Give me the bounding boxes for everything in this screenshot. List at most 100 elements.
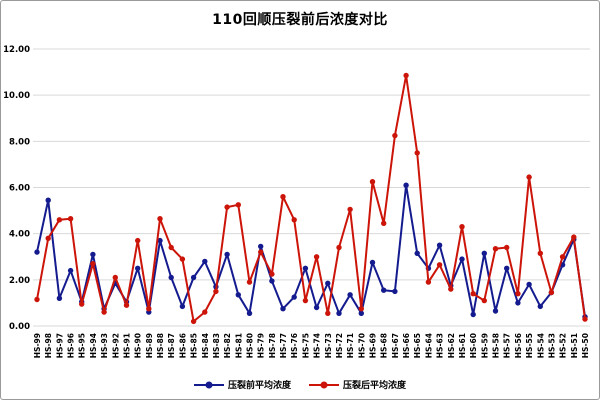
x-tick-label: HS-81 [234, 333, 243, 358]
data-point-after [280, 194, 286, 200]
data-point-after [559, 254, 566, 260]
x-tick-label: HS-60 [469, 333, 478, 358]
data-point-before [157, 237, 163, 244]
data-point-before [90, 251, 96, 258]
y-tick-label: 0.00 [9, 322, 30, 332]
x-tick-label: HS-59 [480, 333, 489, 358]
x-tick-label: HS-72 [335, 333, 344, 358]
data-point-after [582, 316, 588, 322]
data-point-after [67, 216, 74, 222]
data-point-after [481, 297, 487, 304]
data-point-after [235, 202, 241, 208]
x-tick-label: HS-95 [78, 333, 87, 358]
data-point-before [246, 310, 253, 316]
x-tick-label: HS-89 [145, 333, 154, 358]
data-point-after [269, 271, 275, 277]
x-tick-label: HS-96 [67, 333, 76, 358]
data-point-after [548, 289, 555, 296]
data-point-before [369, 259, 376, 266]
data-point-after [347, 206, 353, 213]
x-tick-label: HS-70 [357, 333, 366, 358]
y-tick-label: 12.00 [3, 45, 30, 55]
data-point-before [280, 306, 286, 312]
legend-label-after: 压裂后平均浓度 [343, 381, 407, 391]
series-line-after [36, 74, 586, 323]
data-point-after [112, 274, 119, 281]
data-point-after [425, 279, 432, 285]
data-point-after [436, 262, 443, 268]
x-tick-label: HS-69 [369, 333, 378, 358]
data-point-after [448, 286, 454, 292]
data-point-after [101, 309, 107, 315]
data-point-after [515, 291, 521, 297]
data-point-before [481, 250, 487, 256]
data-point-after [403, 72, 409, 79]
data-point-after [492, 246, 499, 252]
x-tick-label: HS-66 [402, 333, 411, 358]
data-point-after [90, 261, 96, 267]
data-point-before [258, 243, 264, 250]
x-tick-label: HS-85 [190, 333, 199, 358]
data-point-before [526, 281, 532, 288]
data-point-before [190, 274, 197, 281]
data-point-before [325, 280, 331, 286]
x-tick-label: HS-99 [33, 333, 42, 358]
x-tick-label: HS-91 [122, 333, 131, 358]
x-tick-label: HS-57 [503, 333, 512, 358]
data-point-after [45, 235, 51, 241]
x-tick-label: HS-79 [257, 333, 266, 358]
data-point-before [436, 242, 443, 248]
x-tick-label: HS-77 [279, 333, 288, 358]
x-tick-label: HS-58 [492, 333, 501, 358]
x-tick-label: HS-63 [436, 333, 445, 358]
x-tick-label: HS-67 [391, 333, 400, 358]
data-point-before [347, 292, 353, 298]
data-point-after [504, 244, 510, 251]
x-tick-label: HS-86 [178, 333, 187, 358]
data-point-after [179, 256, 186, 262]
x-tick-label: HS-65 [413, 333, 422, 358]
data-point-before [515, 300, 521, 306]
data-point-after [325, 310, 331, 316]
data-point-before [403, 182, 409, 188]
x-tick-label: HS-87 [167, 333, 176, 358]
data-point-after [291, 217, 297, 223]
data-point-after [202, 309, 208, 315]
y-tick-label: 2.00 [9, 276, 30, 286]
x-tick-label: HS-94 [89, 333, 98, 358]
data-point-before [492, 308, 499, 314]
data-point-after [392, 132, 398, 139]
x-tick-label: HS-97 [55, 333, 64, 358]
data-point-before [135, 265, 141, 271]
data-point-before [392, 288, 398, 295]
x-tick-label: HS-55 [525, 333, 534, 358]
data-point-after [246, 279, 253, 285]
x-tick-label: HS-52 [559, 333, 568, 358]
x-tick-label: HS-82 [223, 333, 232, 358]
data-point-before [45, 197, 51, 203]
series-line-before [36, 184, 586, 317]
legend-marker-after-icon [309, 381, 339, 388]
data-point-before [291, 294, 297, 300]
data-point-before [302, 265, 309, 271]
x-tick-label: HS-78 [268, 333, 277, 358]
data-point-after [79, 301, 85, 307]
data-point-after [571, 234, 577, 240]
data-point-before [504, 265, 510, 271]
x-tick-label: HS-76 [290, 333, 299, 358]
x-tick-label: HS-51 [570, 333, 579, 358]
data-point-before [168, 274, 174, 281]
data-point-before [381, 287, 387, 293]
chart-title: 110回顺压裂前后浓度对比 [212, 12, 388, 28]
data-point-before [202, 258, 208, 265]
data-point-before [67, 267, 74, 274]
legend-marker-before-icon [193, 381, 224, 388]
data-point-before [56, 295, 63, 301]
legend: 压裂前平均浓度 压裂后平均浓度 [1, 378, 599, 391]
data-point-after [459, 224, 465, 230]
x-tick-label: HS-98 [44, 333, 53, 358]
data-point-before [358, 310, 364, 316]
data-point-after [123, 302, 130, 308]
x-tick-label: HS-84 [201, 333, 210, 358]
